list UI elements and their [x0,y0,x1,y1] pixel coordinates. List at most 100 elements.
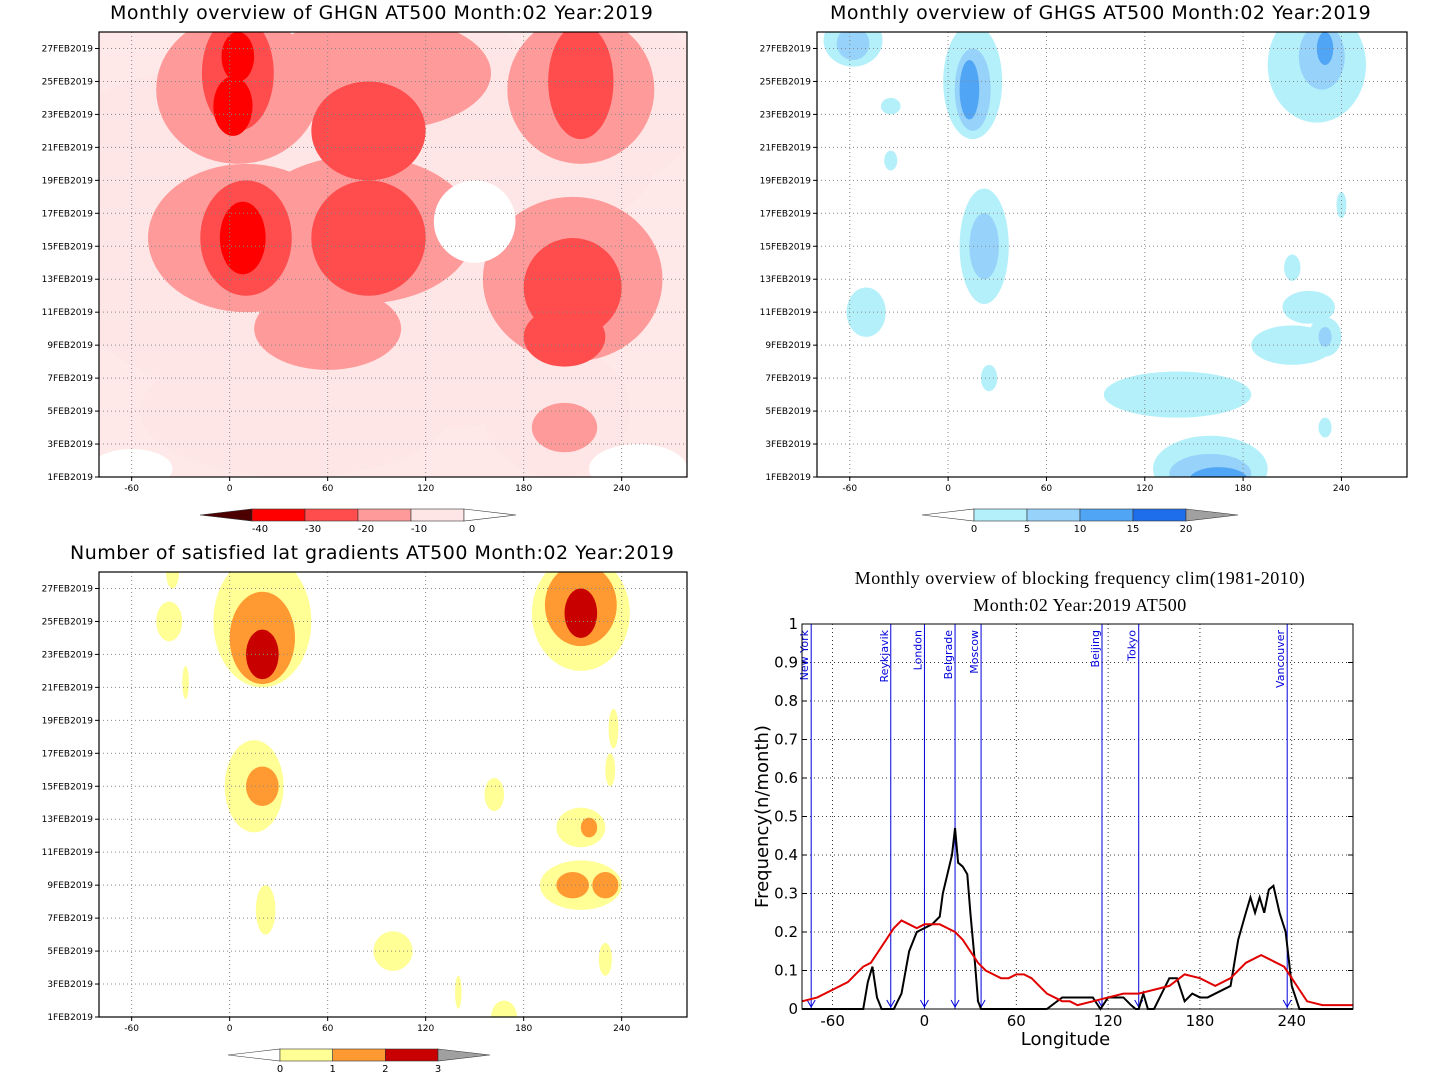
y-tick-label: 1 [788,615,798,633]
x-tick-label: 0 [920,1012,930,1030]
y-tick-label: 21FEB2019 [42,143,94,153]
y-tick-label: 27FEB2019 [760,44,812,54]
city-arrow [950,999,960,1009]
city-arrow [806,999,816,1009]
y-tick-label: 15FEB2019 [760,242,812,252]
lat-title: Number of satisfied lat gradients AT500 … [70,542,675,564]
ghgn-title: Monthly overview of GHGN AT500 Month:02 … [110,2,654,24]
colorbar-swatch [973,508,1028,522]
colorbar-swatch [357,508,412,522]
y-tick-label: 1FEB2019 [765,473,811,483]
y-tick-label: 21FEB2019 [760,143,812,153]
colorbar-right-triangle [1185,508,1239,522]
colorbar-swatch [251,508,306,522]
y-tick-label: 27FEB2019 [42,584,94,594]
x-tick-label: 180 [515,484,532,494]
y-tick-label: 5FEB2019 [47,407,93,417]
contour-region [1318,327,1332,347]
freq-title: Monthly overview of blocking frequency c… [854,568,1306,588]
y-tick-label: 5FEB2019 [47,947,93,957]
clear-region [589,444,687,477]
x-tick-label: 240 [1333,484,1350,494]
colorbar-label: 0 [469,524,475,535]
colorbar-swatch [1079,508,1134,522]
panel-ghgs: Monthly overview of GHGS AT500 Month:02 … [720,0,1440,540]
contour-region [165,572,180,589]
colorbar-label: 0 [277,1064,283,1075]
y-tick-label: 21FEB2019 [42,683,94,693]
panel-blocking-frequency: Monthly overview of blocking frequency c… [720,540,1440,1091]
y-tick-label: 1FEB2019 [47,1013,93,1023]
x-tick-label: 0 [227,1024,233,1034]
city-label: New York [798,629,811,680]
y-tick-label: 0.6 [774,769,798,787]
x-tick-label: 0 [945,484,951,494]
x-tick-label: -60 [124,1024,139,1034]
x-tick-label: 120 [1094,1012,1123,1030]
plot-frame [98,31,688,478]
contour-region [1336,191,1347,219]
contour-region [156,601,183,642]
y-tick-label: 13FEB2019 [760,275,812,285]
x-tick-label: 60 [1007,1012,1026,1030]
lat-map: 1FEB2019 3FEB2019 5FEB2019 7FEB2019 9FEB2019… [42,571,688,1075]
y-tick-label: 0.1 [774,962,798,980]
y-tick-label: 19FEB2019 [42,716,94,726]
plot-frame [816,31,1408,478]
contour-region [846,287,886,337]
ghgn-map: 1FEB2019 3FEB2019 5FEB2019 7FEB2019 9FEB2019… [42,31,688,535]
contour-region [219,201,266,275]
colorbar-swatch [332,1048,386,1062]
ghgs-title: Monthly overview of GHGS AT500 Month:02 … [830,2,1372,24]
x-tick-label: 120 [417,484,434,494]
contour-region [1284,254,1301,281]
contour-region [880,97,901,115]
colorbar-swatch [410,508,465,522]
y-tick-label: 7FEB2019 [765,374,811,384]
y-tick-label: 19FEB2019 [42,176,94,186]
x-tick-label: -60 [842,484,857,494]
colorbar-right-triangle [437,1048,491,1062]
y-tick-label: 3FEB2019 [765,440,811,450]
plot-area [156,572,630,1017]
y-tick-label: 0 [788,1000,798,1018]
freq-subtitle: Month:02 Year:2019 AT500 [973,595,1187,615]
y-tick-label: 0.3 [774,885,798,903]
colorbar-label: 1 [329,1064,335,1075]
contour-region [969,213,999,280]
clear-region [99,448,173,477]
contour-region [221,32,255,82]
y-tick-label: 25FEB2019 [42,617,94,627]
x-tick-label: 180 [1186,1012,1215,1030]
plot-area [99,32,687,477]
contour-region [1282,290,1335,324]
contour-region [605,753,616,787]
y-tick-label: 13FEB2019 [42,275,94,285]
colorbar-label: 15 [1127,524,1140,535]
colorbar-swatch [385,1048,439,1062]
y-tick-label: 25FEB2019 [42,77,94,87]
contour-region [598,942,612,976]
x-tick-label: -60 [820,1012,845,1030]
y-tick-label: 15FEB2019 [42,242,94,252]
city-arrow [920,999,929,1009]
x-tick-label: 0 [227,484,233,494]
colorbar-swatch [1026,508,1081,522]
x-tick-label: 180 [515,1024,532,1034]
contour-region [311,81,426,181]
contour-region [564,588,598,638]
colorbar-left-triangle [227,1048,281,1062]
city-label: Moscow [968,630,981,674]
contour-region [491,1000,518,1017]
contour-region [484,778,505,811]
x-tick-label: 120 [1136,484,1153,494]
contour-region [255,885,276,935]
city-arrow [886,999,896,1009]
plot-frame [801,623,1354,1010]
city-label: Tokyo [1126,630,1139,662]
y-tick-label: 3FEB2019 [47,980,93,990]
contour-region [884,150,898,171]
x-tick-label: 60 [1041,484,1053,494]
series-line-red [801,919,1353,1007]
x-tick-label: 180 [1235,484,1252,494]
